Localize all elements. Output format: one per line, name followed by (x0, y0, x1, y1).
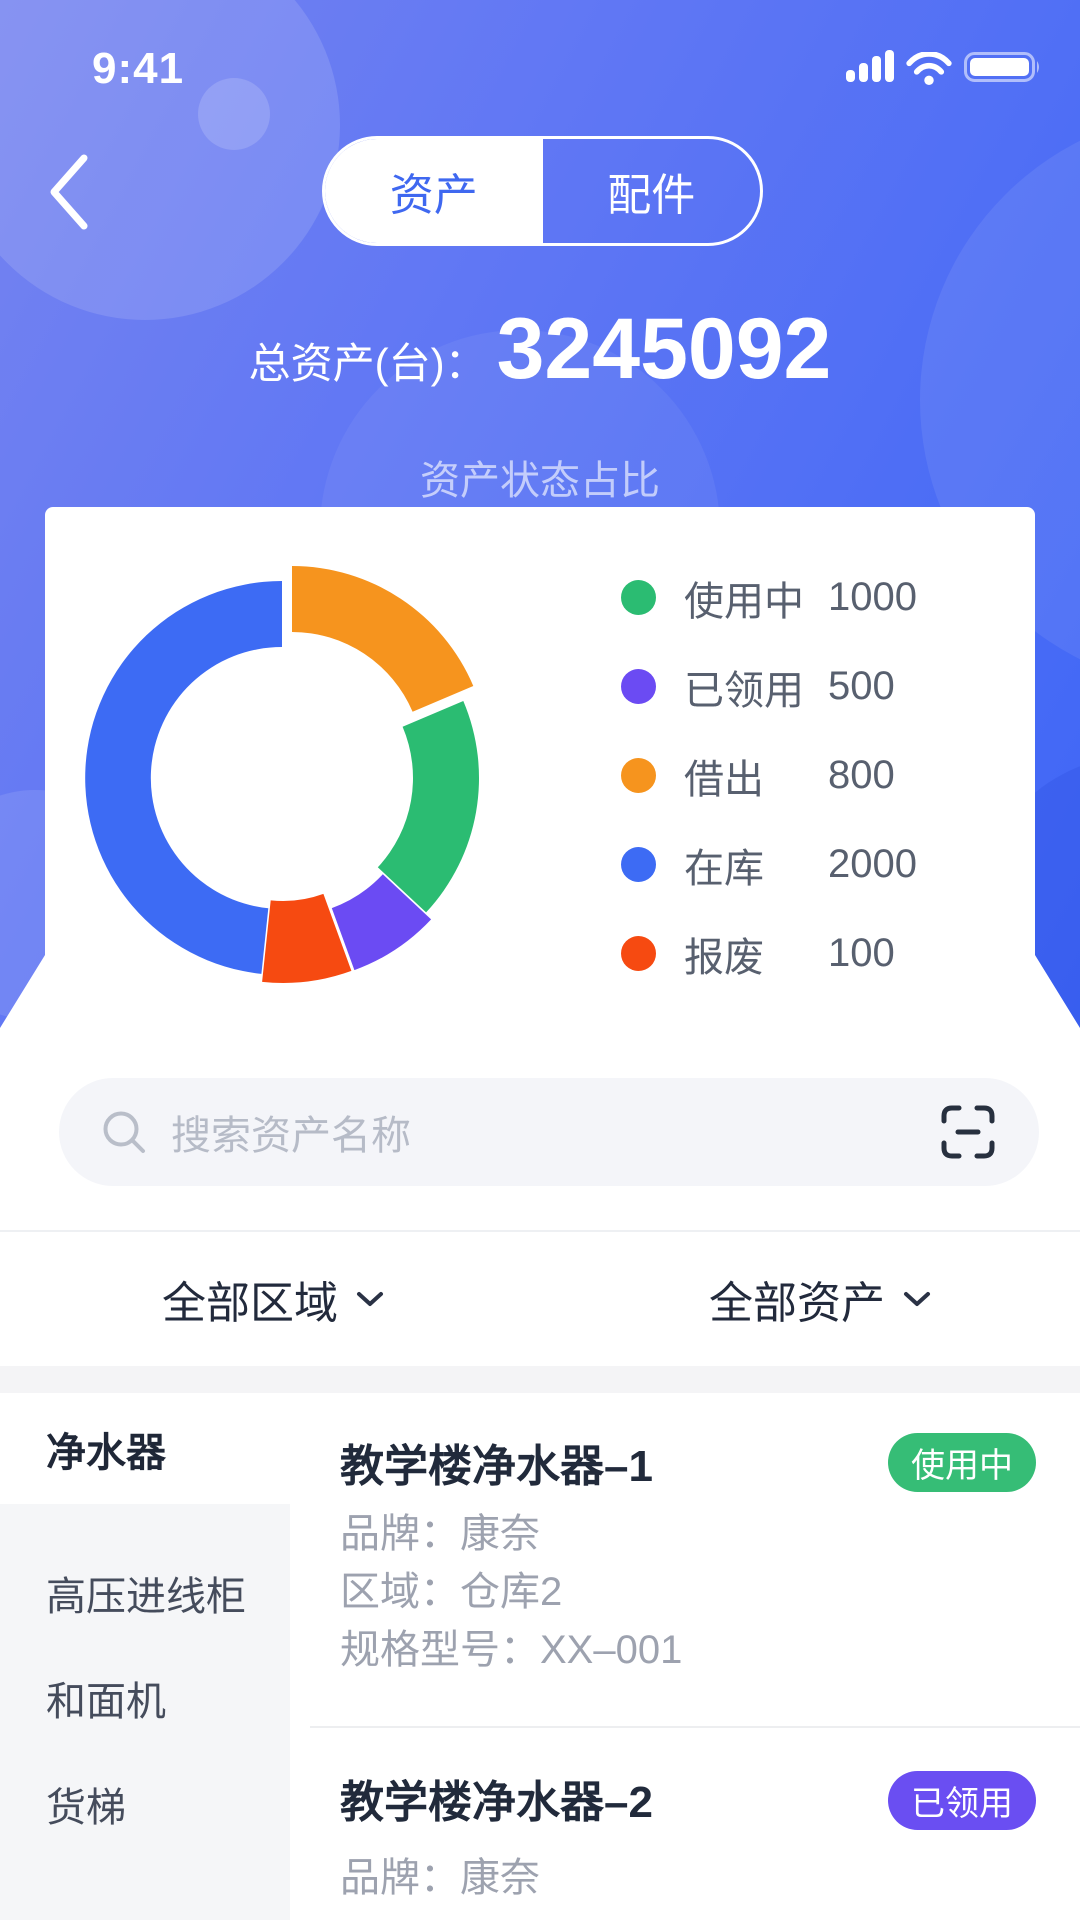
legend-dot (621, 669, 656, 704)
chevron-down-icon (356, 1290, 384, 1308)
divider (0, 1230, 1080, 1232)
total-assets-value: 3245092 (496, 301, 832, 397)
legend-label: 借出 (684, 757, 764, 802)
legend-item[interactable]: 在库 2000 (621, 820, 1021, 909)
asset-detail-brand: 品牌：康奈 (340, 1512, 540, 1556)
search-icon (103, 1111, 145, 1153)
filter-row: 全部区域 全部资产 (0, 1232, 1080, 1366)
legend-label: 报废 (684, 935, 764, 980)
asset-parts-toggle: 资产 配件 (322, 136, 763, 246)
donut-chart[interactable] (62, 558, 502, 998)
asset-status-card: 使用中 1000 已领用 500 借出 800 在库 2000 报废 1 (45, 507, 1035, 1030)
legend-value: 500 (828, 664, 895, 708)
asset-detail-model: 规格型号：XX–001 (340, 1628, 683, 1672)
asset-details: 品牌：康奈 (340, 1849, 540, 1907)
donut-segment[interactable] (262, 893, 352, 983)
category-item[interactable]: 高压进线柜 (46, 1575, 246, 1619)
category-selected-background (0, 1393, 290, 1504)
tab-parts-label: 配件 (607, 171, 696, 220)
filter-all-regions[interactable]: 全部区域 (162, 1232, 384, 1366)
category-item-selected[interactable]: 净水器 (46, 1430, 166, 1475)
filter-all-assets-label: 全部资产 (709, 1279, 885, 1328)
search-input[interactable]: 搜索资产名称 (59, 1078, 1039, 1186)
scan-button[interactable] (939, 1103, 997, 1161)
section-separator (0, 1366, 1080, 1393)
filter-all-assets[interactable]: 全部资产 (709, 1232, 931, 1366)
asset-title: 教学楼净水器–1 (340, 1442, 653, 1491)
legend-item[interactable]: 借出 800 (621, 731, 1021, 820)
asset-list-content: 教学楼净水器–1 使用中 品牌：康奈 区域：仓库2 规格型号：XX–001 教学… (290, 1393, 1080, 1920)
decor-circle (198, 78, 270, 150)
asset-detail-brand: 品牌：康奈 (340, 1856, 540, 1900)
status-badge: 已领用 (888, 1771, 1036, 1830)
filter-all-regions-label: 全部区域 (162, 1279, 338, 1328)
scan-frame-icon (941, 1105, 995, 1159)
legend-dot (621, 580, 656, 615)
tab-assets-label: 资产 (389, 171, 478, 220)
legend-value: 800 (828, 753, 895, 797)
legend-dot (621, 936, 656, 971)
legend-item[interactable]: 已领用 500 (621, 642, 1021, 731)
legend-value: 2000 (828, 842, 917, 886)
asset-details: 品牌：康奈 区域：仓库2 规格型号：XX–001 (340, 1505, 682, 1679)
chevron-down-icon (903, 1290, 931, 1308)
status-time: 9:41 (92, 44, 185, 93)
donut-segment[interactable] (85, 581, 282, 974)
legend-label: 使用中 (684, 579, 804, 624)
legend-label: 已领用 (684, 668, 804, 713)
legend-value: 1000 (828, 575, 917, 619)
asset-list: 净水器 高压进线柜 和面机 货梯 教学楼净水器–1 使用中 品牌：康奈 区域：仓… (0, 1393, 1080, 1920)
total-assets-row: 总资产(台)： 3245092 (0, 300, 1080, 404)
donut-segment[interactable] (377, 701, 480, 913)
battery-full-icon (964, 52, 1039, 82)
tab-parts[interactable]: 配件 (543, 139, 761, 243)
legend-item[interactable]: 使用中 1000 (621, 553, 1021, 642)
wifi-icon (906, 52, 952, 86)
donut-segment[interactable] (292, 566, 474, 712)
legend-dot (621, 847, 656, 882)
divider (310, 1726, 1080, 1728)
back-button[interactable] (40, 148, 100, 236)
chevron-left-icon (50, 154, 88, 230)
donut-segment[interactable] (331, 874, 432, 971)
asset-title: 教学楼净水器–2 (340, 1778, 653, 1827)
status-badge: 使用中 (888, 1433, 1036, 1492)
total-assets-label: 总资产(台)： (248, 340, 487, 387)
signal-bars-icon (846, 50, 894, 82)
category-item[interactable]: 货梯 (46, 1786, 126, 1830)
asset-detail-region: 区域：仓库2 (340, 1570, 563, 1614)
legend-value: 100 (828, 931, 895, 975)
legend-label: 在库 (684, 846, 764, 891)
chart-subtitle: 资产状态占比 (420, 459, 660, 503)
tab-assets[interactable]: 资产 (325, 139, 543, 243)
legend-dot (621, 758, 656, 793)
category-sidebar: 净水器 高压进线柜 和面机 货梯 (0, 1393, 290, 1920)
search-placeholder: 搜索资产名称 (171, 1114, 411, 1158)
chart-legend: 使用中 1000 已领用 500 借出 800 在库 2000 报废 1 (621, 553, 1021, 998)
category-item[interactable]: 和面机 (46, 1680, 166, 1724)
legend-item[interactable]: 报废 100 (621, 909, 1021, 998)
